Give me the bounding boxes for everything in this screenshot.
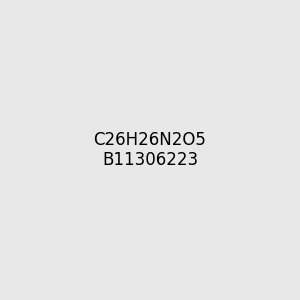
Text: C26H26N2O5
B11306223: C26H26N2O5 B11306223 [94,130,206,170]
